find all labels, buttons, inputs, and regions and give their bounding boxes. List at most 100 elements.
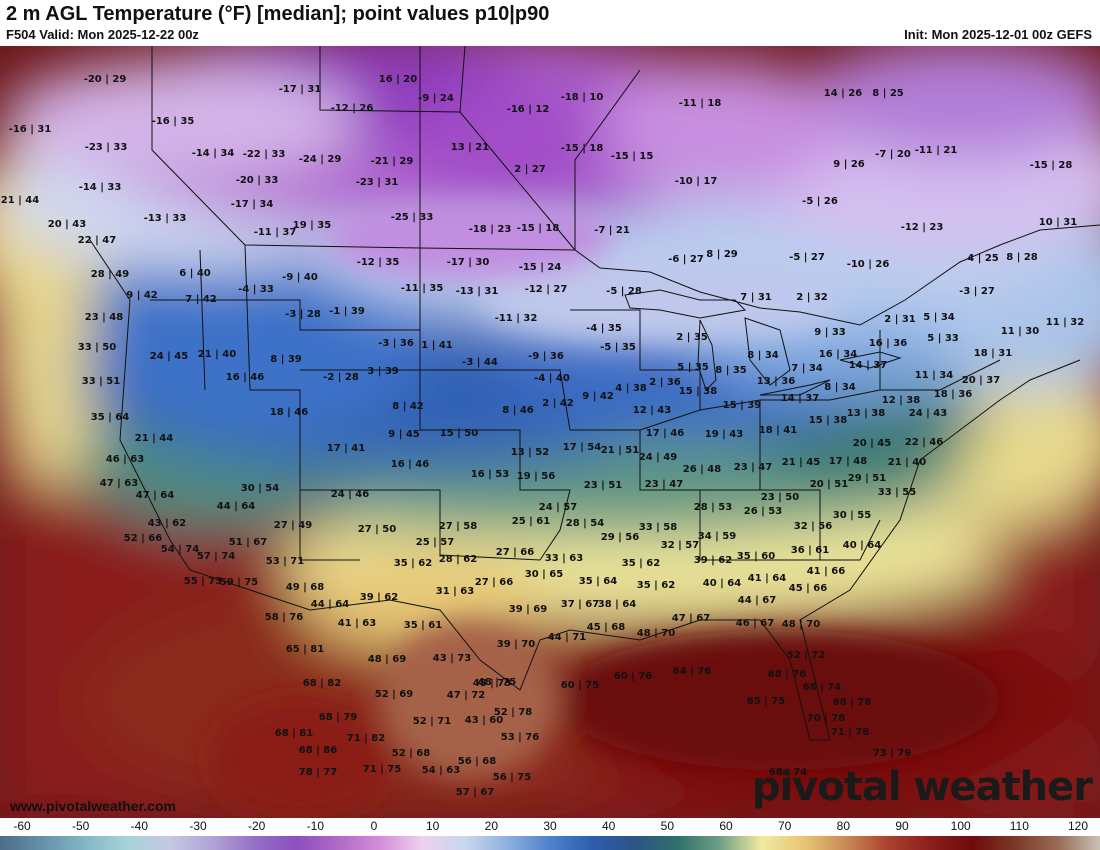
point-value-label: 33 | 55 — [878, 487, 916, 498]
colorbar-tick-label: -30 — [189, 819, 207, 833]
point-value-label: 13 | 36 — [757, 376, 795, 387]
point-value-label: 57 | 74 — [197, 551, 235, 562]
point-value-label: 23 | 47 — [645, 479, 683, 490]
point-value-label: 35 | 62 — [394, 558, 432, 569]
point-value-label: 52 | 66 — [124, 533, 162, 544]
point-value-label: 68 | 86 — [299, 745, 337, 756]
point-value-label: -15 | 24 — [519, 262, 562, 273]
point-value-label: 15 | 38 — [809, 415, 847, 426]
point-value-label: 51 | 67 — [229, 537, 267, 548]
point-value-label: -18 | 23 — [469, 224, 512, 235]
point-value-label: 57 | 67 — [456, 787, 494, 798]
point-value-label: 7 | 34 — [791, 363, 823, 374]
point-value-label: -15 | 18 — [561, 143, 604, 154]
point-value-label: 16 | 53 — [471, 469, 509, 480]
colorbar-tick-label: 120 — [1067, 819, 1089, 833]
point-value-label: -4 | 33 — [238, 284, 274, 295]
point-value-label: 8 | 39 — [270, 354, 302, 365]
temperature-shading — [0, 46, 1100, 818]
point-value-label: 10 | 31 — [1039, 217, 1077, 228]
point-value-label: 9 | 45 — [388, 429, 420, 440]
point-value-label: 20 | 37 — [962, 375, 1000, 386]
point-value-label: 2 | 36 — [649, 377, 681, 388]
point-value-label: 5 | 33 — [927, 333, 959, 344]
point-value-label: -15 | 18 — [517, 223, 560, 234]
point-value-label: -12 | 27 — [525, 284, 568, 295]
colorbar-tick-label: 60 — [719, 819, 733, 833]
point-value-label: 53 | 76 — [501, 732, 539, 743]
point-value-label: 78 | 77 — [299, 767, 337, 778]
colorbar-tick-label: -40 — [130, 819, 148, 833]
point-value-label: -17 | 30 — [447, 257, 490, 268]
point-value-label: 20 | 43 — [48, 219, 86, 230]
point-value-label: 2 | 35 — [676, 332, 708, 343]
point-value-label: 48 | 70 — [782, 619, 820, 630]
colorbar-tick-label: -60 — [13, 819, 31, 833]
point-value-label: 16 | 36 — [869, 338, 907, 349]
point-value-label: 35 | 62 — [637, 580, 675, 591]
point-value-label: -11 | 18 — [679, 98, 722, 109]
point-value-label: 8 | 28 — [1006, 252, 1038, 263]
point-value-label: 71 | 75 — [363, 764, 401, 775]
point-value-label: 65 | 75 — [747, 696, 785, 707]
point-value-label: 39 | 62 — [360, 592, 398, 603]
borders — [89, 46, 1100, 741]
point-value-label: 30 | 55 — [833, 510, 871, 521]
point-value-label: 31 | 63 — [436, 586, 474, 597]
colorbar-tick-label: 30 — [543, 819, 557, 833]
point-value-label: 27 | 49 — [274, 520, 312, 531]
point-value-label: 48 | 73 — [473, 678, 511, 689]
point-value-label: 13 | 21 — [451, 142, 489, 153]
point-value-label: 7 | 42 — [185, 294, 217, 305]
point-value-label: 23 | 50 — [761, 492, 799, 503]
point-value-label: 8 | 35 — [715, 365, 747, 376]
point-value-label: -13 | 33 — [144, 213, 187, 224]
colorbar-tick-label: -10 — [306, 819, 324, 833]
point-value-label: 35 | 64 — [91, 412, 129, 423]
point-value-label: 68 | 74 — [803, 682, 841, 693]
point-value-label: 35 | 60 — [737, 551, 775, 562]
colorbar-tick-label: 110 — [1009, 819, 1029, 833]
point-value-label: -14 | 33 — [79, 182, 122, 193]
point-value-label: 59 | 75 — [220, 577, 258, 588]
point-value-label: -25 | 33 — [391, 212, 434, 223]
great-lakes — [624, 289, 902, 396]
point-value-label: -1 | 39 — [329, 306, 365, 317]
point-value-label: -3 | 27 — [959, 286, 995, 297]
point-value-label: -3 | 44 — [462, 357, 498, 368]
point-value-label: 1 | 41 — [421, 340, 453, 351]
point-value-label: 43 | 60 — [465, 715, 503, 726]
point-value-label: 9 | 33 — [814, 327, 846, 338]
point-value-label: 11 | 30 — [1001, 326, 1039, 337]
point-value-label: 15 | 38 — [679, 386, 717, 397]
colorbar-tick-label: 70 — [777, 819, 792, 833]
point-value-label: 58 | 76 — [265, 612, 303, 623]
point-value-label: 8 | 25 — [872, 88, 904, 99]
point-value-label: 71 | 82 — [347, 733, 385, 744]
point-value-label: -9 | 36 — [528, 351, 564, 362]
point-value-label: 65 | 81 — [286, 644, 324, 655]
point-value-label: 47 | 63 — [100, 478, 138, 489]
point-value-label: -7 | 21 — [594, 225, 630, 236]
point-value-label: -20 | 33 — [236, 175, 279, 186]
point-value-label: 25 | 57 — [416, 537, 454, 548]
point-value-label: 27 | 58 — [439, 521, 477, 532]
point-value-label: 68 | 76 — [768, 669, 806, 680]
point-value-label: 46 | 63 — [106, 454, 144, 465]
point-value-label: 4 | 38 — [615, 383, 647, 394]
point-value-label: -17 | 31 — [279, 84, 322, 95]
point-value-label: 52 | 69 — [375, 689, 413, 700]
point-value-label: 18 | 41 — [759, 425, 797, 436]
point-value-label: -17 | 34 — [231, 199, 274, 210]
point-values-layer: -20 | 29 -17 | 31 16 | 20-9 | 24 -18 | 10 -1… — [1, 74, 1084, 798]
point-value-label: 2 | 27 — [514, 164, 546, 175]
point-value-label: 28 | 62 — [439, 554, 477, 565]
point-value-label: -11 | 32 — [495, 313, 538, 324]
point-value-label: 21 | 40 — [198, 349, 236, 360]
point-value-label: 17 | 41 — [327, 443, 365, 454]
point-value-label: 2 | 32 — [796, 292, 828, 303]
point-value-label: -18 | 10 — [561, 92, 604, 103]
point-value-label: 48 | 75 — [478, 677, 516, 688]
point-value-label: 18 | 46 — [270, 407, 308, 418]
point-value-label: -22 | 33 — [243, 149, 286, 160]
